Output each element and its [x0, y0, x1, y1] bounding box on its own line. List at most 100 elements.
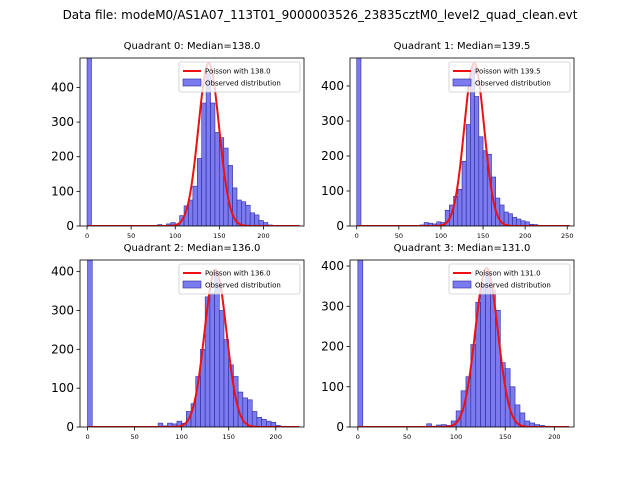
histogram-bar — [251, 411, 258, 427]
legend-label-poisson: Poisson with 131.0 — [475, 270, 541, 278]
histogram-bar — [474, 96, 480, 226]
histogram-bar — [524, 221, 530, 226]
x-tick-label: 0 — [85, 433, 89, 441]
histogram-bar — [512, 216, 518, 226]
x-tick-label: 150 — [222, 433, 234, 441]
x-tick-label: 100 — [169, 232, 181, 240]
legend-bar-swatch — [182, 280, 202, 289]
histogram-bar — [461, 160, 467, 226]
histogram-bar — [516, 218, 522, 226]
y-tick-label: 300 — [51, 115, 74, 129]
legend-label-observed: Observed distribution — [475, 80, 551, 88]
histogram-bar — [218, 310, 225, 427]
histogram-bar-zero — [356, 58, 362, 226]
y-tick-label: 100 — [321, 380, 344, 394]
x-tick-label: 200 — [257, 232, 269, 240]
quadrant-2-panel: 0 100 200 300 400 0 50 100 150 200 Quadrant 2: Med… — [51, 243, 305, 441]
histogram-bar-zero — [86, 58, 92, 226]
y-tick-label: 0 — [66, 219, 74, 233]
x-tick-label: 150 — [213, 232, 225, 240]
histogram-bar — [227, 165, 233, 226]
y-tick-label: 200 — [51, 150, 74, 164]
axes-frame — [79, 57, 305, 227]
legend-box — [448, 61, 571, 93]
histogram-bar — [508, 213, 513, 226]
histogram-bar — [201, 102, 207, 226]
histogram-bar — [263, 222, 269, 226]
legend: Poisson with 131.0 Observed distribution — [448, 263, 571, 295]
histogram-bar — [247, 399, 253, 427]
panel-title: Quadrant 3: Median=131.0 — [394, 243, 531, 254]
legend-box — [448, 263, 571, 295]
histogram-bar — [214, 132, 220, 226]
legend: Poisson with 138.0 Observed distribution — [178, 61, 301, 93]
x-tick-label: 50 — [403, 433, 411, 441]
histogram-bar — [241, 201, 247, 226]
histogram-bar — [482, 150, 488, 226]
histogram-bar — [188, 199, 194, 226]
histogram-bar — [457, 188, 463, 226]
legend: Poisson with 139.5 Observed distribution — [448, 61, 571, 93]
y-tick-label: 300 — [321, 114, 344, 128]
legend-box — [178, 263, 301, 295]
axes-frame — [79, 259, 305, 428]
histogram-bar-zero — [357, 260, 364, 427]
histogram-bar — [485, 271, 491, 427]
axes-frame — [349, 57, 575, 227]
quadrant-3-plot-area — [357, 260, 570, 427]
histogram-bar — [426, 423, 432, 427]
legend-label-observed: Observed distribution — [205, 282, 281, 290]
legend-box — [178, 61, 301, 93]
figure-suptitle: Data file: modeM0/AS1A07_113T01_90000035… — [62, 8, 578, 22]
y-tick-label: 100 — [51, 381, 74, 395]
y-tick-label: 200 — [321, 340, 344, 354]
histogram-bar — [192, 185, 198, 226]
legend-bar-swatch — [452, 280, 472, 289]
y-tick-label: 0 — [336, 219, 344, 233]
x-tick-label: 200 — [519, 232, 531, 240]
histogram-bar-zero — [87, 260, 93, 427]
x-tick-label: 50 — [127, 232, 135, 240]
x-tick-label: 0 — [355, 232, 359, 240]
legend-label-poisson: Poisson with 139.5 — [475, 68, 541, 76]
y-tick-label: 100 — [51, 184, 74, 198]
histogram-bar — [245, 204, 251, 226]
x-tick-label: 0 — [356, 433, 360, 441]
histogram-bar — [196, 158, 203, 226]
quadrant-1-plot-area — [356, 58, 570, 226]
y-tick-label: 400 — [51, 265, 74, 279]
x-tick-label: 50 — [130, 433, 138, 441]
histogram-bar — [478, 136, 484, 226]
histogram-bar — [214, 271, 220, 427]
y-tick-label: 0 — [336, 420, 344, 434]
x-tick-label: 200 — [270, 433, 282, 441]
x-tick-label: 100 — [435, 232, 447, 240]
poisson-curve — [356, 62, 570, 226]
histogram-bar — [210, 102, 216, 226]
quadrant-0-panel: 0 100 200 300 400 0 50 100 150 200 Quadrant 0: Med… — [51, 41, 305, 240]
y-tick-label: 400 — [321, 79, 344, 93]
histogram-bar — [209, 292, 215, 427]
quadrant-0-plot-area — [86, 58, 300, 226]
panel-title: Quadrant 2: Median=136.0 — [124, 243, 261, 254]
quadrant-3-panel: 0 100 200 300 400 0 50 100 150 200 Quadrant 3: Med… — [321, 243, 575, 441]
poisson-curve — [87, 62, 300, 226]
y-tick-label: 300 — [51, 303, 74, 317]
y-tick-label: 200 — [51, 342, 74, 356]
y-tick-label: 300 — [321, 299, 344, 313]
histogram-bar — [480, 283, 486, 427]
histogram-bar — [249, 212, 255, 226]
legend-label-poisson: Poisson with 138.0 — [205, 68, 271, 76]
legend-bar-swatch — [182, 78, 202, 87]
x-tick-label: 0 — [85, 232, 89, 240]
legend-bar-swatch — [452, 78, 472, 87]
y-tick-label: 0 — [66, 420, 74, 434]
histogram-bar — [254, 214, 260, 226]
x-tick-label: 150 — [477, 232, 489, 240]
y-tick-label: 200 — [321, 149, 344, 163]
histogram-bar — [205, 73, 211, 226]
x-tick-label: 150 — [499, 433, 511, 441]
y-tick-label: 400 — [321, 259, 344, 273]
